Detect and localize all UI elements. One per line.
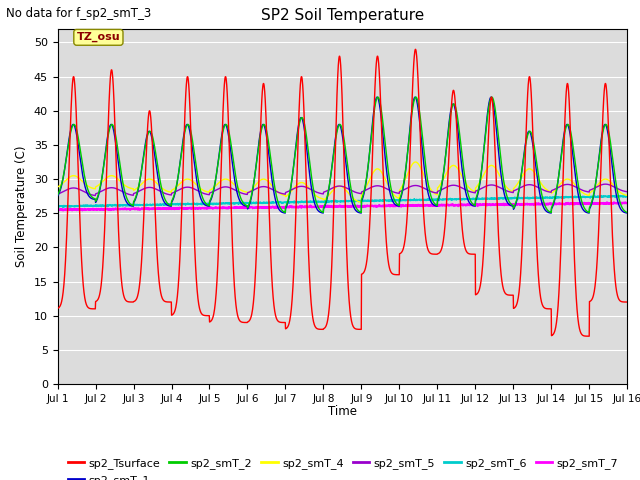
Title: SP2 Soil Temperature: SP2 Soil Temperature	[260, 9, 424, 24]
X-axis label: Time: Time	[328, 405, 357, 418]
Legend: sp2_Tsurface, sp2_smT_1, sp2_smT_2, sp2_smT_4, sp2_smT_5, sp2_smT_6, sp2_smT_7: sp2_Tsurface, sp2_smT_1, sp2_smT_2, sp2_…	[63, 454, 623, 480]
Text: TZ_osu: TZ_osu	[77, 32, 120, 43]
Y-axis label: Soil Temperature (C): Soil Temperature (C)	[15, 145, 28, 267]
Text: No data for f_sp2_smT_3: No data for f_sp2_smT_3	[6, 7, 152, 20]
